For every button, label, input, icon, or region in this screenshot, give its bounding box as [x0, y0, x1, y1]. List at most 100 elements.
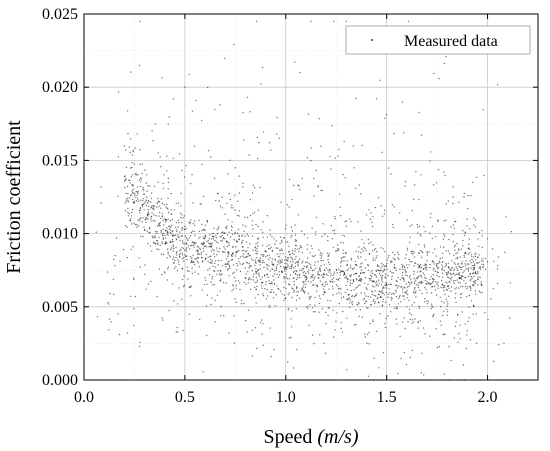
- data-point: [359, 278, 361, 280]
- data-point: [216, 241, 218, 243]
- data-point: [215, 199, 217, 202]
- data-point: [227, 261, 229, 263]
- data-point: [390, 260, 392, 262]
- data-point: [390, 296, 392, 299]
- data-point: [445, 264, 448, 266]
- data-point: [127, 193, 129, 195]
- data-point: [134, 147, 137, 149]
- data-point: [281, 249, 283, 252]
- data-point: [276, 273, 278, 275]
- data-point: [169, 226, 172, 228]
- data-point: [447, 266, 450, 269]
- data-point: [203, 238, 205, 240]
- data-point: [429, 266, 431, 269]
- data-point: [379, 79, 381, 82]
- data-point: [141, 163, 143, 165]
- data-point: [373, 274, 376, 276]
- data-point: [283, 299, 285, 302]
- data-point: [331, 279, 333, 281]
- data-point: [392, 251, 394, 254]
- data-point: [183, 243, 185, 245]
- data-point: [225, 227, 227, 230]
- data-point: [268, 254, 270, 256]
- data-point: [164, 221, 167, 223]
- data-point: [344, 177, 346, 179]
- data-point: [464, 277, 466, 279]
- data-point: [251, 224, 254, 226]
- data-point: [169, 256, 172, 258]
- data-point: [241, 239, 244, 242]
- data-point: [448, 238, 450, 241]
- data-point: [191, 241, 193, 243]
- data-point: [283, 278, 286, 280]
- data-point: [239, 263, 241, 265]
- x-tick-label: 0.5: [175, 389, 195, 406]
- data-point: [170, 192, 172, 195]
- data-point: [191, 230, 194, 232]
- data-point: [217, 270, 219, 272]
- y-tick-label: 0.000: [42, 372, 78, 389]
- data-point: [145, 216, 147, 219]
- data-point: [285, 273, 287, 275]
- data-points: [95, 20, 513, 381]
- data-point: [302, 286, 304, 288]
- data-point: [127, 207, 129, 210]
- data-point: [233, 315, 235, 317]
- data-point: [150, 206, 153, 208]
- data-point: [175, 257, 177, 259]
- data-point: [139, 212, 141, 214]
- data-point: [482, 263, 485, 266]
- data-point: [183, 286, 185, 288]
- data-point: [416, 223, 418, 226]
- data-point: [242, 112, 244, 114]
- data-point: [408, 241, 411, 244]
- data-point: [293, 271, 295, 273]
- data-point: [320, 260, 322, 262]
- data-point: [382, 286, 384, 288]
- data-point: [385, 114, 388, 116]
- data-point: [411, 282, 413, 284]
- data-point: [346, 264, 348, 267]
- data-point: [170, 233, 172, 235]
- data-point: [482, 260, 484, 262]
- data-point: [365, 295, 367, 297]
- data-point: [202, 371, 204, 373]
- data-point: [467, 195, 469, 197]
- y-tick-label: 0.005: [42, 299, 78, 316]
- data-point: [426, 303, 429, 305]
- data-point: [167, 251, 169, 253]
- data-point: [303, 233, 306, 236]
- data-point: [353, 267, 355, 269]
- data-point: [248, 278, 250, 280]
- data-point: [136, 194, 138, 196]
- data-point: [379, 291, 381, 293]
- data-point: [471, 259, 473, 261]
- data-point: [337, 285, 339, 287]
- data-point: [358, 303, 360, 305]
- data-point: [162, 187, 164, 190]
- data-point: [331, 238, 333, 240]
- data-point: [196, 253, 199, 256]
- data-point: [361, 248, 363, 250]
- data-point: [407, 320, 409, 323]
- data-point: [282, 253, 284, 255]
- data-point: [327, 274, 329, 276]
- data-point: [375, 276, 378, 278]
- data-point: [296, 286, 298, 289]
- data-point: [394, 307, 396, 310]
- data-point: [425, 269, 428, 271]
- data-point: [199, 318, 201, 321]
- data-point: [172, 250, 175, 252]
- data-point: [268, 141, 271, 144]
- data-point: [148, 205, 150, 208]
- data-point: [408, 276, 411, 278]
- data-point: [251, 235, 254, 237]
- data-point: [139, 20, 141, 22]
- data-point: [163, 203, 165, 206]
- data-point: [131, 190, 133, 192]
- data-point: [468, 238, 471, 240]
- data-point: [380, 205, 382, 207]
- data-point: [247, 253, 249, 255]
- data-point: [466, 218, 468, 220]
- data-point: [375, 257, 377, 259]
